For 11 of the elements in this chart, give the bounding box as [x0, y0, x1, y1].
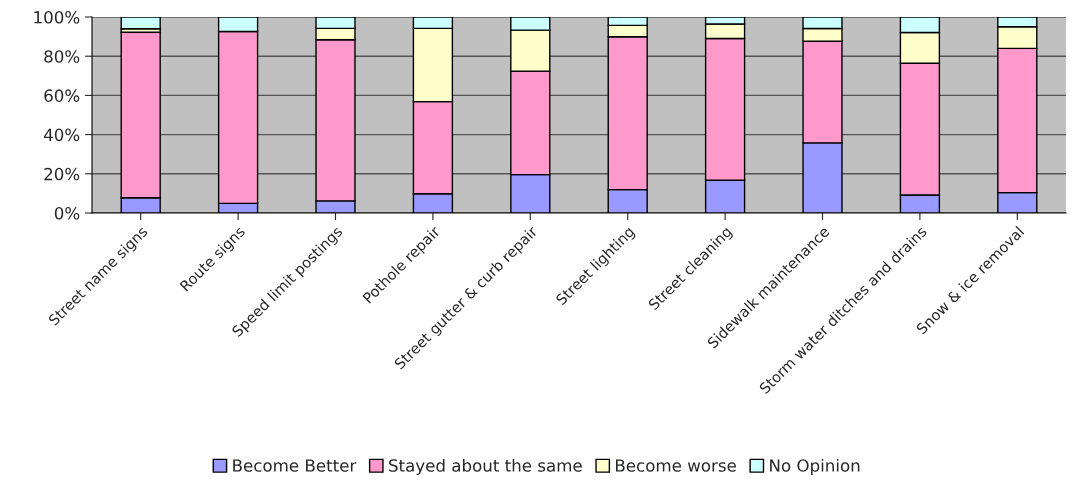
legend-label: No Opinion [770, 458, 860, 476]
legend-label: Become Better [233, 459, 357, 472]
bar [120, 17, 161, 30]
legend-label: Become worse [616, 459, 736, 472]
y-tick-label: 0% [54, 206, 80, 220]
y-tick-label: 20% [44, 167, 80, 181]
y-tick-label: 60% [44, 89, 80, 102]
y-tick-label: 100% [34, 10, 80, 24]
legend-label: Stayed about the same [389, 458, 582, 476]
y-tick-label: 40% [43, 128, 80, 142]
y-tick-label: 80% [44, 50, 80, 63]
